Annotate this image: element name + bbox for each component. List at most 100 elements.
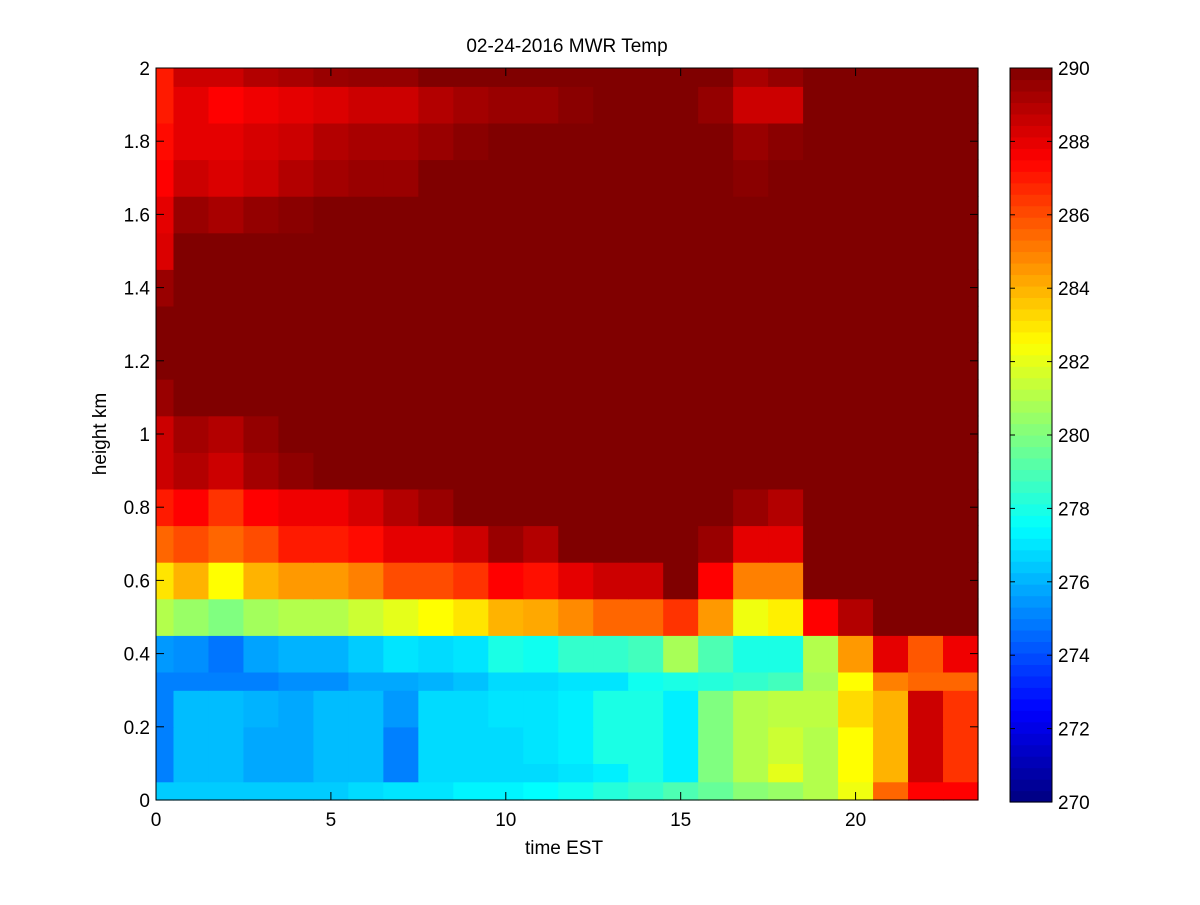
heatmap-cell	[488, 159, 524, 197]
heatmap-cell	[173, 452, 210, 490]
heatmap-cell	[558, 86, 594, 124]
heatmap-cell	[628, 635, 664, 673]
heatmap-cell	[348, 635, 384, 673]
heatmap-cell	[698, 598, 734, 636]
heatmap-cell	[908, 562, 944, 600]
heatmap-cell	[838, 781, 874, 801]
heatmap-cell	[348, 379, 384, 417]
colorbar-tick-label: 270	[1058, 793, 1090, 814]
heatmap-cell	[733, 68, 769, 87]
heatmap-cell	[523, 781, 559, 801]
heatmap-cell	[663, 763, 699, 783]
colorbar-tick-label: 278	[1058, 499, 1090, 520]
colorbar-swatch	[1010, 744, 1052, 757]
heatmap-cell	[278, 488, 315, 527]
heatmap-cell	[803, 781, 839, 801]
heatmap-cell	[383, 305, 419, 344]
heatmap-cell	[663, 562, 699, 600]
heatmap-cell	[278, 232, 315, 270]
heatmap-cell	[453, 86, 489, 124]
heatmap-cell	[348, 232, 384, 270]
heatmap-cell	[383, 122, 419, 161]
heatmap-cell	[173, 726, 210, 764]
colorbar-swatch	[1010, 262, 1052, 276]
colorbar-swatch	[1010, 641, 1052, 654]
heatmap-cell	[418, 379, 454, 417]
heatmap-cell	[523, 671, 559, 691]
heatmap-cell	[698, 635, 734, 673]
heatmap-cell	[943, 452, 979, 490]
heatmap-cell	[243, 562, 280, 600]
heatmap-cell	[908, 86, 944, 124]
heatmap-cell	[873, 269, 909, 307]
heatmap-cell	[628, 452, 664, 490]
heatmap-cell	[663, 598, 699, 636]
heatmap-cell	[278, 415, 315, 453]
heatmap-cell	[908, 159, 944, 197]
x-axis-label: time EST	[525, 838, 604, 859]
heatmap-cell	[348, 122, 384, 161]
heatmap-cell	[558, 379, 594, 417]
heatmap-cell	[558, 726, 594, 764]
colorbar-swatch	[1010, 549, 1052, 562]
heatmap-cell	[663, 415, 699, 453]
heatmap-cell	[488, 122, 524, 161]
colorbar-swatch	[1010, 675, 1052, 688]
heatmap-cell	[593, 86, 629, 124]
heatmap-cell	[208, 122, 245, 161]
heatmap-cell	[488, 763, 524, 783]
heatmap-cell	[156, 196, 175, 234]
heatmap-cell	[348, 763, 384, 783]
heatmap-cell	[523, 452, 559, 490]
heatmap-cell	[278, 159, 315, 197]
heatmap-cell	[943, 159, 979, 197]
heatmap-cell	[908, 305, 944, 344]
heatmap-cell	[173, 763, 210, 783]
heatmap-cell	[838, 232, 874, 270]
heatmap-cell	[873, 488, 909, 527]
heatmap-cell	[733, 122, 769, 161]
y-tick-label: 1	[139, 425, 150, 446]
heatmap-cell	[593, 690, 629, 728]
colorbar-swatch	[1010, 446, 1052, 459]
heatmap-cell	[733, 379, 769, 417]
heatmap-cell	[173, 671, 210, 691]
heatmap-cell	[313, 763, 349, 783]
heatmap-cell	[593, 635, 629, 673]
heatmap-cell	[663, 232, 699, 270]
heatmap-cell	[628, 379, 664, 417]
colorbar-swatch	[1010, 538, 1052, 551]
heatmap-cell	[908, 671, 944, 691]
heatmap-cell	[803, 452, 839, 490]
heatmap-cell	[558, 781, 594, 801]
colorbar-swatch	[1010, 68, 1052, 81]
colorbar-swatch	[1010, 652, 1052, 665]
heatmap-cell	[278, 726, 315, 764]
heatmap-cell	[418, 305, 454, 344]
heatmap-cell	[488, 781, 524, 801]
heatmap-cell	[278, 305, 315, 344]
heatmap-cell	[943, 781, 979, 801]
colorbar-swatch	[1010, 469, 1052, 482]
heatmap-cell	[698, 196, 734, 234]
axes: 0 5 10 15 20 0 0.2 0.4 0.6 0.8 1 1.2 1.4 1.6 1.8 2	[124, 59, 978, 831]
heatmap-cell	[558, 763, 594, 783]
heatmap-cell	[873, 562, 909, 600]
heatmap-cell	[733, 159, 769, 197]
colorbar-swatch	[1010, 526, 1052, 539]
heatmap-cell	[943, 232, 979, 270]
colorbar-swatch	[1010, 480, 1052, 493]
colorbar-tick-label: 276	[1058, 573, 1090, 594]
heatmap-cell	[873, 525, 909, 563]
heatmap-cell	[383, 159, 419, 197]
heatmap-cell	[873, 305, 909, 344]
heatmap-cell	[173, 562, 210, 600]
heatmap-cell	[628, 726, 664, 764]
heatmap-cell	[313, 690, 349, 728]
heatmap-cell	[873, 342, 909, 380]
heatmap-cell	[733, 342, 769, 380]
colorbar-swatch	[1010, 136, 1052, 149]
colorbar-swatch	[1010, 102, 1052, 115]
heatmap-cell	[733, 598, 769, 636]
colorbar-swatch	[1010, 377, 1052, 390]
